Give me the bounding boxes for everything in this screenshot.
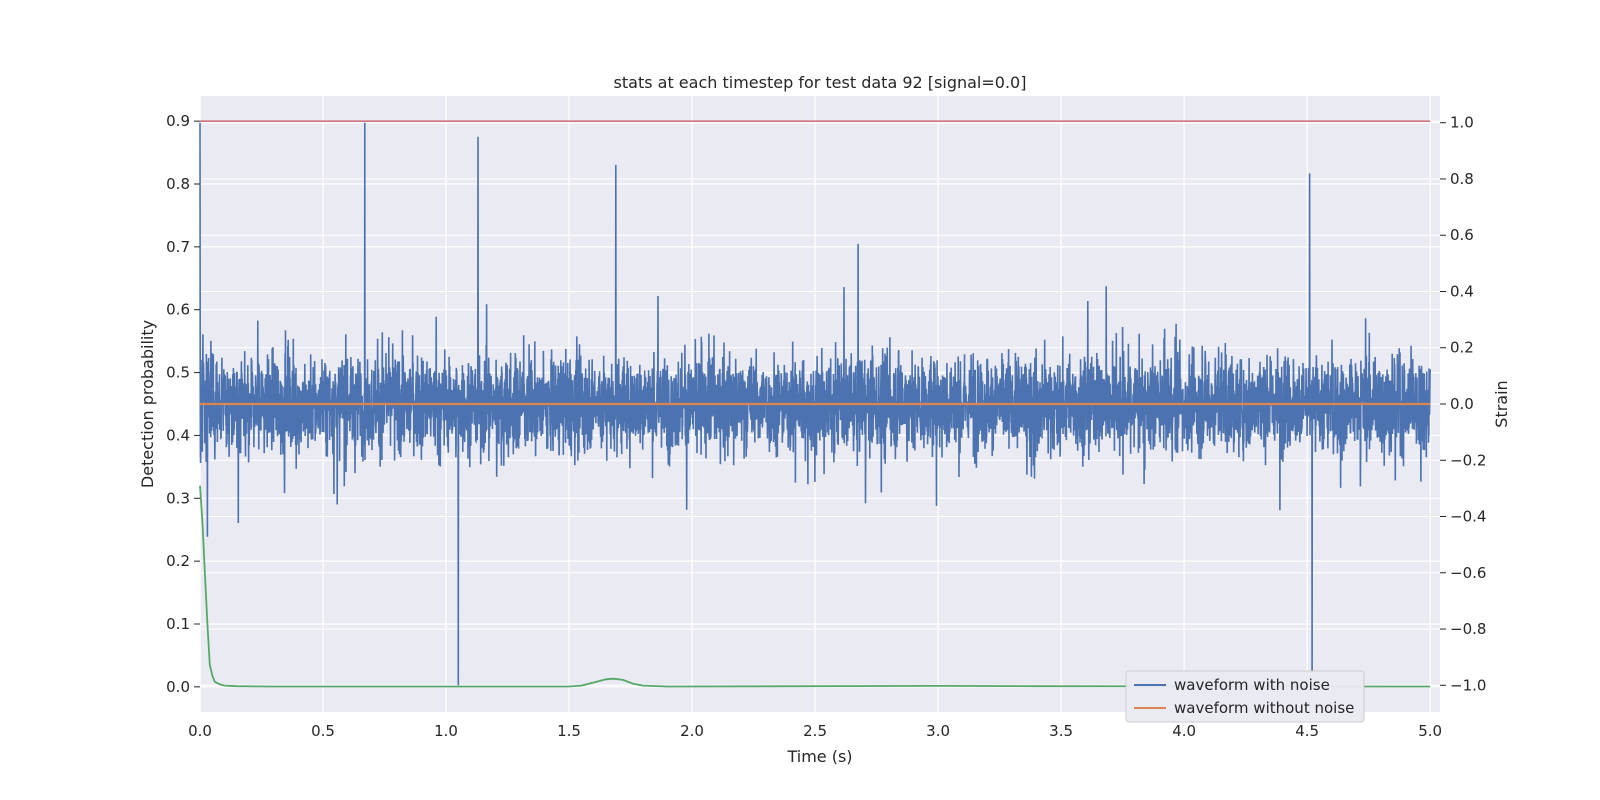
y-left-tick-label-8: 0.8 [166,175,190,193]
y-right-tick-label-2: −0.6 [1450,564,1486,582]
legend-label-clean: waveform without noise [1174,699,1354,717]
y-axis-left-label: Detection probability [138,320,157,488]
y-left-tick-label-7: 0.7 [166,238,190,256]
x-tick-label-1: 0.5 [311,722,335,740]
series-detection-probability [199,485,1431,688]
x-tick-label-5: 2.5 [803,722,827,740]
y-right-tick-label-7: 0.4 [1450,282,1474,300]
y-right-tick-label-5: 0.0 [1450,395,1474,413]
y-left-tick-label-5: 0.5 [166,364,190,382]
chart-title: stats at each timestep for test data 92 … [614,73,1027,92]
series-waveform-with-noise [199,122,1431,686]
x-tick-label-0: 0.0 [188,722,212,740]
legend: waveform with noise waveform without noi… [1125,670,1365,723]
x-tick-label-8: 4.0 [1172,722,1196,740]
y-left-tick-label-9: 0.9 [166,112,190,130]
x-tick-label-4: 2.0 [680,722,704,740]
x-tick-label-2: 1.0 [434,722,458,740]
x-tick-label-10: 5.0 [1418,722,1442,740]
y-right-tick-label-0: −1.0 [1450,676,1486,694]
y-axis-right-label: Strain [1492,380,1511,427]
x-tick-label-6: 3.0 [926,722,950,740]
y-right-tick-label-6: 0.2 [1450,339,1474,357]
x-tick-label-3: 1.5 [557,722,581,740]
y-right-tick-label-1: −0.8 [1450,620,1486,638]
series-layer [199,120,1431,688]
y-right-tick-label-3: −0.4 [1450,508,1486,526]
x-tick-label-9: 4.5 [1295,722,1319,740]
y-axis-right: −1.0 −0.8 −0.6 −0.4 −0.2 0.0 0.2 0.4 0.6 0.8 1.0 [1440,114,1486,694]
y-right-tick-label-9: 0.8 [1450,170,1474,188]
y-left-tick-label-2: 0.2 [166,552,190,570]
y-left-tick-label-6: 0.6 [166,301,190,319]
legend-label-noise: waveform with noise [1174,676,1330,694]
legend-box [1125,670,1365,723]
y-left-tick-label-3: 0.3 [166,489,190,507]
y-left-tick-label-4: 0.4 [166,426,190,444]
y-left-tick-label-0: 0.0 [166,678,190,696]
x-tick-label-7: 3.5 [1049,722,1073,740]
y-left-tick-label-1: 0.1 [166,615,190,633]
y-axis-left: 0.0 0.1 0.2 0.3 0.4 0.5 0.6 0.7 0.8 0.9 [166,112,200,696]
y-right-tick-label-4: −0.2 [1450,451,1486,469]
x-axis-label: Time (s) [786,747,852,766]
x-axis: 0.0 0.5 1.0 1.5 2.0 2.5 3.0 3.5 4.0 4.5 5.0 [188,722,1442,740]
y-right-tick-label-10: 1.0 [1450,114,1474,132]
y-right-tick-label-8: 0.6 [1450,226,1474,244]
